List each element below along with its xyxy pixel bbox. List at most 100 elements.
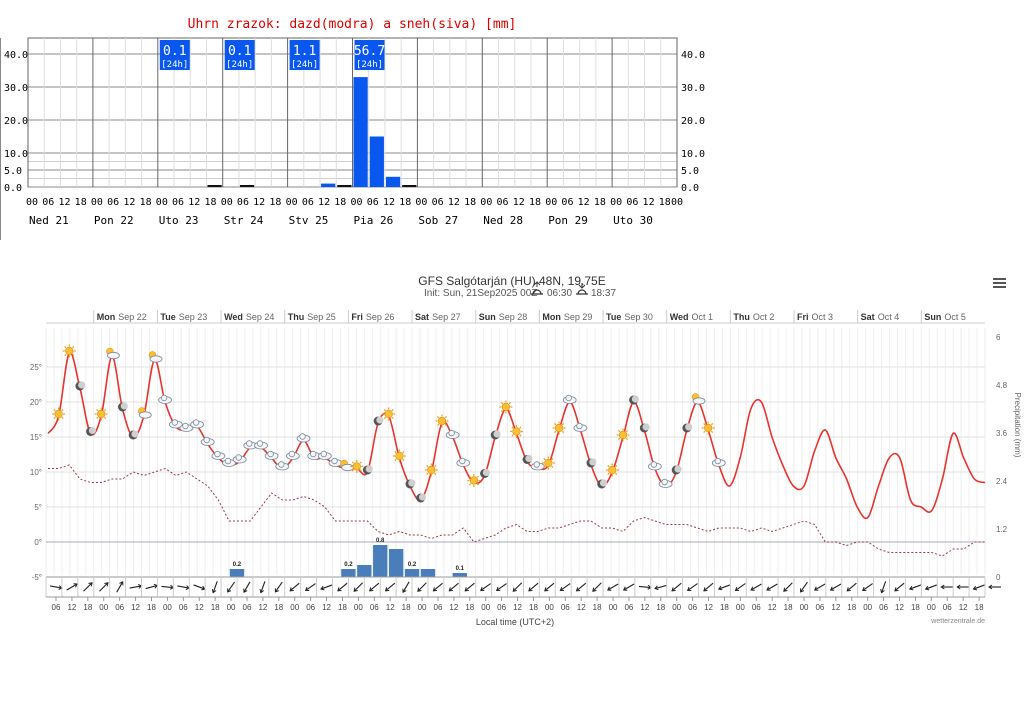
wind-arrow-icon [972,584,985,591]
x-tick-label: 06 [115,603,124,612]
cloud-icon [232,454,247,464]
x-tick-label: 18 [338,603,347,612]
wind-arrow-icon [227,581,235,593]
x-day-label: Pon 29 [548,214,588,227]
sun-icon [94,407,108,421]
day-label: Fri Sep 26 [351,312,394,322]
chart-title: Uhrn zrazok: dazd(modra) a sneh(siva) [m… [188,17,517,32]
x-hour-label: 06 [172,197,184,208]
wind-arrow-icon [894,582,905,592]
y-tick-label-left: 5.0 [4,166,22,177]
x-tick-label: 18 [784,603,793,612]
x-tick-label: 00 [672,603,681,612]
wind-arrow-icon [880,581,887,594]
x-tick-label: 12 [67,603,76,612]
sun-icon [541,456,555,470]
day-label: Thu Oct 2 [733,312,774,322]
y-tick-label-left: 10.0 [4,149,28,160]
x-tick-label: 18 [656,603,665,612]
sun-icon [499,400,513,414]
x-hour-label: 12 [643,197,655,208]
sun-icon [382,407,396,421]
x-hour-label: 06 [497,197,509,208]
wind-arrow-icon [766,583,778,591]
wind-arrow-icon [654,584,667,591]
y-right-title: Precipitation (mm) [1013,393,1022,458]
wind-arrow-icon [671,582,682,592]
sun-icon [424,463,438,477]
precip-bar [353,77,368,187]
wind-arrow-icon [369,582,380,592]
y-left-label: 10° [30,468,42,477]
x-hour-label: 12 [448,197,460,208]
credit-label: wetterzentrale.de [930,618,985,625]
x-day-label: Sob 27 [418,214,458,227]
partly-cloudy-icon [340,459,355,472]
total-unit: [24h] [356,60,383,70]
y-right-label: 1.2 [996,525,1008,534]
wind-arrow-icon [211,581,218,594]
cloud-icon [158,394,173,404]
x-hour-label: 06 [367,197,379,208]
x-tick-label: 06 [943,603,952,612]
x-axis-title: Local time (UTC+2) [476,617,554,627]
x-tick-label: 00 [927,603,936,612]
x-hour-label: 18 [334,197,346,208]
x-tick-label: 18 [147,603,156,612]
wind-arrow-icon [99,582,109,592]
wind-arrow-icon [495,583,507,591]
day-label: Sat Oct 4 [861,312,900,322]
precip-bar [337,185,352,187]
x-tick-label: 00 [163,603,172,612]
day-label: Tue Sep 23 [160,312,207,322]
x-tick-label: 06 [370,603,379,612]
wind-arrow-icon [402,581,410,593]
x-hour-label: 18 [529,197,541,208]
y-tick-label-right: 0.0 [681,183,699,194]
hamburger-icon[interactable] [993,278,1006,288]
x-tick-label: 06 [561,603,570,612]
total-box [224,40,255,70]
x-tick-label: 18 [847,603,856,612]
x-tick-label: 12 [322,603,331,612]
wind-arrow-icon [734,583,746,591]
wind-arrow-icon [432,582,443,592]
x-hour-label: 18 [269,197,281,208]
y-right-label: 6 [996,333,1001,342]
y-left-label: 0° [34,538,42,547]
wind-arrow-icon [83,582,93,592]
subtitle-group: Init: Sun, 21Sep2025 00Z 06:30 18:37 [424,281,616,299]
x-tick-label: 12 [895,603,904,612]
wind-arrow-icon [686,583,698,591]
y-right-label: 0 [996,573,1001,582]
cloud-icon [211,450,226,460]
y-left-label: 5° [34,503,42,512]
day-label: Wed Sep 24 [224,312,274,322]
wind-arrow-icon [862,583,873,591]
x-hour-label: 00 [286,197,298,208]
precip-bar [404,569,420,577]
precip-bar [369,136,384,187]
precip-label: 0.2 [233,562,242,568]
x-tick-label: 12 [513,603,522,612]
x-tick-label: 12 [386,603,395,612]
cloud-icon [317,450,332,460]
wind-arrow-icon [384,582,396,592]
precip-bar [420,569,436,577]
wind-arrow-icon [924,584,938,591]
wind-arrow-icon [353,582,364,592]
x-hour-label: 12 [513,197,525,208]
x-tick-label: 00 [863,603,872,612]
x-tick-label: 00 [481,603,490,612]
x-day-label: Ned 28 [483,214,523,227]
wind-arrow-icon [49,585,63,590]
wind-arrow-icon [304,583,316,591]
wind-arrow-icon [940,584,954,590]
x-tick-label: 06 [497,603,506,612]
sun-icon [392,449,406,463]
cloud-icon [285,450,300,460]
x-tick-label: 12 [768,603,777,612]
x-tick-label: 12 [577,603,586,612]
moon-icon [682,423,693,433]
